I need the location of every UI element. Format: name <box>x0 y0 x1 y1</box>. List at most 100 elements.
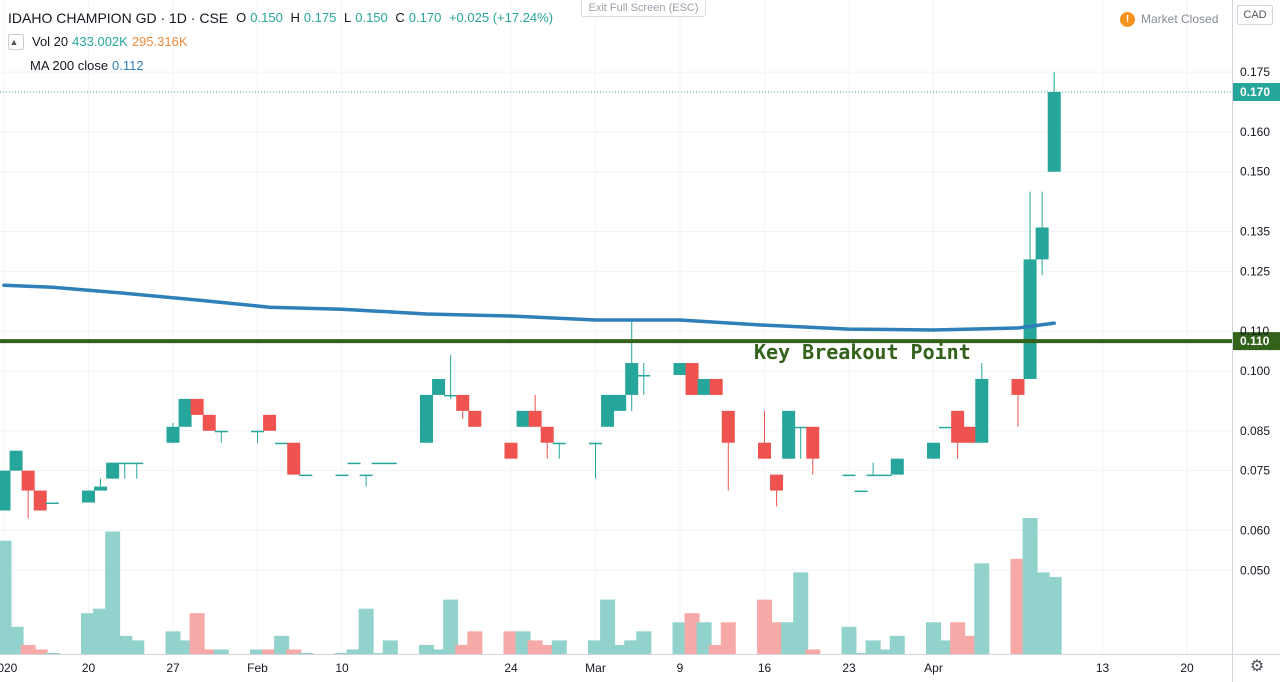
volume-bar <box>370 653 386 654</box>
candle-body <box>625 363 639 395</box>
price-tick-label: 0.175 <box>1240 65 1270 79</box>
volume-bar <box>757 599 772 654</box>
volume-bar <box>382 640 398 654</box>
candle-body <box>94 486 108 491</box>
volume-bar <box>600 599 616 654</box>
price-tick-label: 0.135 <box>1240 225 1270 239</box>
candle-body <box>589 442 602 445</box>
candle-body <box>9 450 23 471</box>
candle-body <box>951 410 965 443</box>
volume-bar <box>865 640 881 654</box>
volume-bar <box>189 613 205 654</box>
volume-bar <box>419 644 434 654</box>
candle-body <box>685 363 699 395</box>
close-label: C <box>395 10 405 25</box>
market-status[interactable]: ! Market Closed <box>1120 10 1218 28</box>
volume-bar <box>720 622 736 654</box>
candle-body <box>1011 378 1025 395</box>
price-tick-label: 0.100 <box>1240 364 1270 378</box>
volume-bar <box>0 540 12 654</box>
volume-bar <box>853 653 869 654</box>
price-tick-label: 0.110 <box>1240 324 1269 338</box>
volume-bar <box>455 644 471 654</box>
candle-body <box>190 398 204 415</box>
warning-icon: ! <box>1120 11 1135 27</box>
volume-row: ▲ Vol 20 433.002K 295.316K <box>8 30 561 54</box>
exit-fullscreen-button[interactable]: Exit Full Screen (ESC) <box>581 0 706 17</box>
candle-body <box>613 394 627 411</box>
candle-body <box>275 442 289 445</box>
time-tick-label: Apr <box>924 661 943 675</box>
ma-label[interactable]: MA 200 close <box>30 58 109 73</box>
volume-bar <box>503 631 519 654</box>
price-tick-label: 0.160 <box>1240 125 1270 139</box>
volume-bar <box>346 649 362 654</box>
candle-body <box>130 462 144 465</box>
candle-body <box>468 410 482 427</box>
time-tick-label: 20 <box>1180 661 1194 675</box>
volume-bar <box>889 635 905 654</box>
volume-bar <box>551 640 567 654</box>
candle-body <box>45 502 59 505</box>
candle-body <box>866 474 880 477</box>
volume-bar <box>974 563 990 654</box>
candle-body <box>82 490 95 503</box>
volume-bar <box>781 622 797 654</box>
ma-row: MA 200 close 0.112 <box>8 54 561 78</box>
candle-body <box>444 394 458 397</box>
gear-icon[interactable]: ⚙ <box>1249 658 1265 675</box>
volume-bar <box>334 653 350 654</box>
candle-body <box>854 490 868 493</box>
volume-bar <box>286 649 302 654</box>
volume-bar <box>1010 558 1026 654</box>
candle-body <box>21 470 35 491</box>
price-tick-label: 0.150 <box>1240 165 1270 179</box>
currency-button[interactable]: CAD <box>1237 5 1273 25</box>
volume-bar <box>177 640 193 654</box>
candle-body <box>758 442 771 459</box>
candle-body <box>1023 259 1037 379</box>
low-value: 0.150 <box>355 10 388 25</box>
candle-body <box>432 378 446 395</box>
candle-body <box>287 442 301 475</box>
volume-bar <box>612 644 628 654</box>
candle-body <box>601 394 615 427</box>
candle-body <box>263 414 277 431</box>
candle-body <box>347 462 361 465</box>
high-value: 0.175 <box>303 10 337 25</box>
symbol-title[interactable]: IDAHO CHAMPION GD · 1D · CSE <box>8 10 229 26</box>
volume-bar <box>431 649 447 654</box>
price-tick-label: 0.085 <box>1240 424 1270 438</box>
volume-bars <box>0 518 1062 654</box>
time-tick-label: 20 <box>82 661 96 675</box>
volume-bar <box>877 649 893 654</box>
volume-bar <box>805 649 821 654</box>
volume-bar <box>8 626 24 654</box>
candle-body <box>371 462 385 465</box>
market-status-label: Market Closed <box>1141 12 1219 26</box>
volume-bar <box>467 631 483 654</box>
ma-200-line <box>2 283 1056 332</box>
candle-body <box>118 462 132 465</box>
candle-body <box>552 442 566 445</box>
volume-bar <box>684 613 700 654</box>
candle-body <box>251 430 264 433</box>
volume-bar <box>1034 572 1050 654</box>
time-tick-label: 27 <box>166 661 180 675</box>
chevron-up-icon: ▲ <box>9 37 19 47</box>
price-tick-label: 0.075 <box>1240 464 1270 478</box>
volume-bar <box>20 644 36 654</box>
time-tick-label: 16 <box>758 661 772 675</box>
candle-body <box>806 426 820 459</box>
volume-bar <box>708 644 724 654</box>
collapse-legend-button[interactable]: ▲ <box>8 34 24 50</box>
volume-value: 433.002K <box>72 34 128 49</box>
close-value: 0.170 <box>408 10 442 25</box>
candle-body <box>33 490 47 511</box>
volume-label[interactable]: Vol 20 <box>32 34 69 49</box>
volume-bar <box>117 635 133 654</box>
time-tick-label: 10 <box>335 661 349 675</box>
time-tick-label: Mar <box>585 661 606 675</box>
